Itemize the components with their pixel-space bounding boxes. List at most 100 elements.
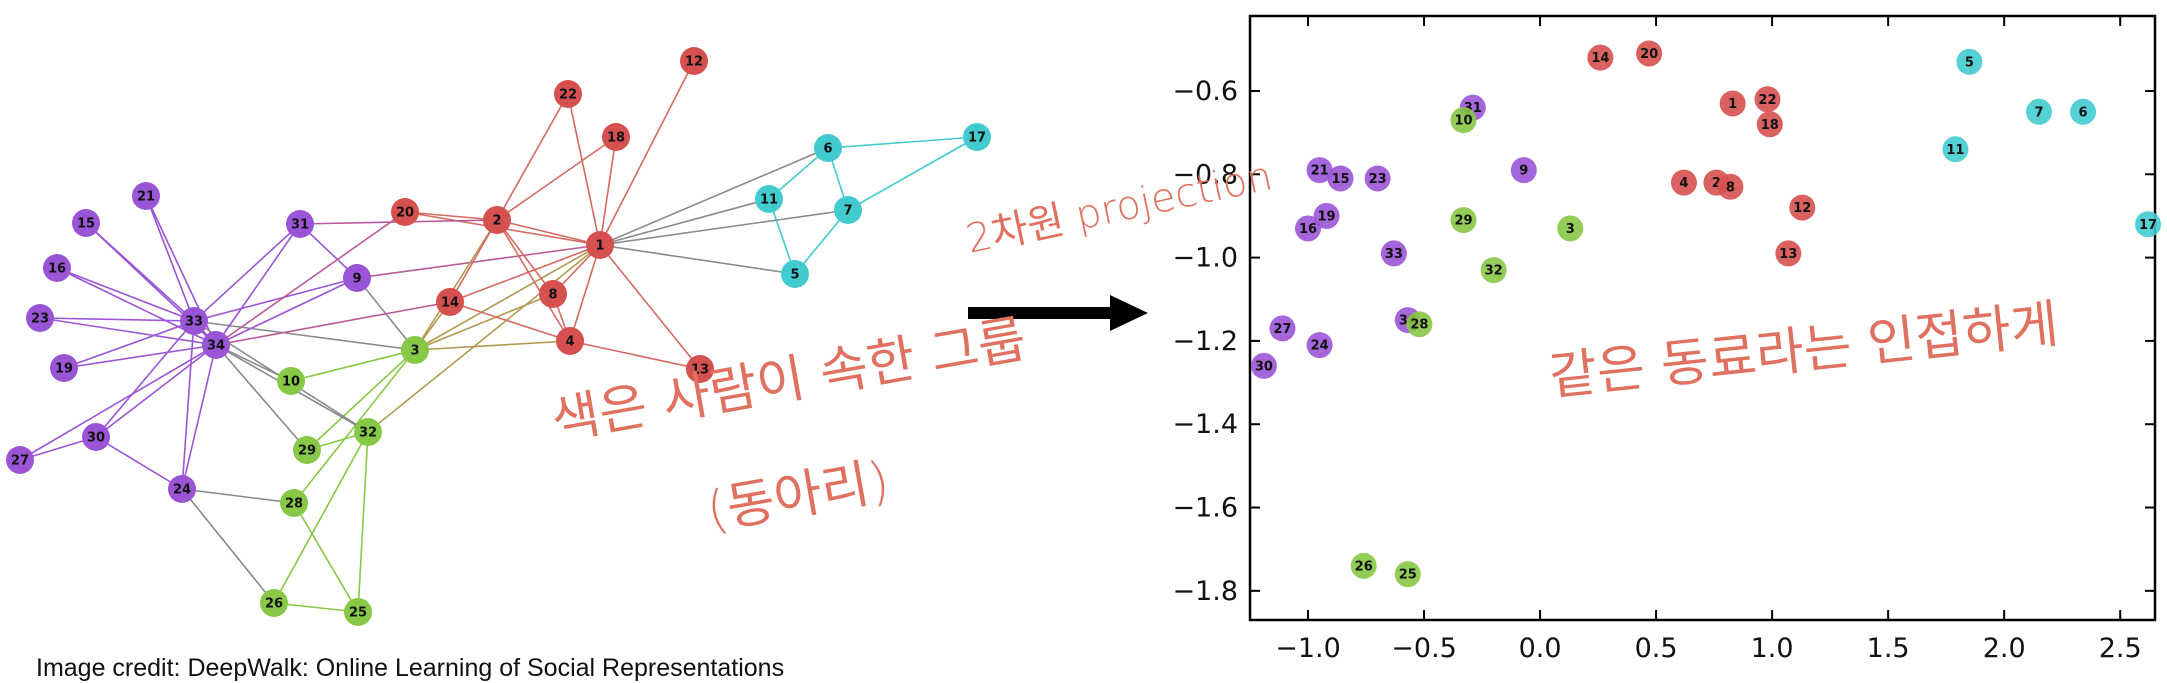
- scatter-point-label: 31: [1464, 101, 1482, 116]
- graph-node-circle: [26, 304, 54, 332]
- graph-edge: [367, 244, 601, 433]
- graph-node-label: 20: [396, 206, 414, 221]
- graph-node: 14: [436, 288, 464, 316]
- graph-node-label: 33: [185, 315, 203, 330]
- scatter-point: 4: [1670, 169, 1697, 196]
- graph-node: 8: [539, 280, 567, 308]
- graph-edge: [145, 195, 195, 322]
- graph-edge: [181, 320, 195, 490]
- graph-edge: [567, 93, 601, 246]
- scatter-point-label: 21: [1311, 164, 1329, 179]
- graph-node-label: 13: [691, 363, 709, 378]
- scatter-point-marker: [1394, 561, 1421, 588]
- graph-edge: [290, 349, 416, 382]
- graph-node-circle: [344, 598, 372, 626]
- scatter-point: 10: [1450, 107, 1477, 134]
- scatter-point-marker: [1394, 307, 1421, 334]
- graph-node-circle: [963, 123, 991, 151]
- graph-edge: [193, 223, 301, 322]
- graph-node-circle: [286, 210, 314, 238]
- graph-edge: [496, 136, 617, 221]
- graph-node: 10: [277, 367, 305, 395]
- graph-node: 19: [50, 354, 78, 382]
- graph-edge: [449, 244, 601, 303]
- scatter-point: 16: [1295, 215, 1322, 242]
- graph-node-circle: [755, 185, 783, 213]
- scatter-point: 28: [1406, 311, 1433, 338]
- graph-node: 16: [43, 254, 71, 282]
- graph-node-label: 1: [595, 239, 604, 254]
- graph-node-label: 23: [31, 312, 49, 327]
- scatter-point-label: 5: [1965, 55, 1974, 70]
- graph-edge: [569, 244, 601, 342]
- graph-node: 27: [6, 446, 34, 474]
- graph-node-label: 25: [349, 606, 367, 621]
- graph-node-circle: [6, 446, 34, 474]
- graph-node-label: 2: [492, 214, 501, 229]
- scatter-point-label: 16: [1299, 222, 1317, 237]
- scatter-point-marker: [1775, 240, 1802, 267]
- scatter-point-label: 34: [1399, 314, 1417, 329]
- scatter-point: 21: [1306, 157, 1333, 184]
- graph-node: 26: [260, 589, 288, 617]
- graph-node-label: 29: [298, 444, 316, 459]
- scatter-point-label: 33: [1385, 247, 1403, 262]
- scatter-point: 11: [1942, 136, 1969, 163]
- projection-arrow: [968, 295, 1148, 331]
- graph-edge: [181, 344, 217, 490]
- graph-node: 13: [686, 355, 714, 383]
- scatter-point-label: 25: [1399, 568, 1417, 583]
- scatter-point: 23: [1364, 165, 1391, 192]
- scatter-point: 18: [1756, 111, 1783, 138]
- y-tick-label: −1.4: [1172, 409, 1238, 440]
- graph-edge: [404, 211, 498, 221]
- scatter-point-label: 22: [1758, 93, 1776, 108]
- graph-node-circle: [354, 418, 382, 446]
- graph-node-label: 21: [137, 190, 155, 205]
- scatter-point: 8: [1717, 173, 1744, 200]
- graph-node-circle: [343, 264, 371, 292]
- scatter-point-marker: [2070, 98, 2097, 125]
- graph-node: 20: [391, 198, 419, 226]
- graph-edge: [599, 244, 796, 275]
- graph-edge: [569, 340, 701, 370]
- graph-node-label: 4: [565, 335, 574, 350]
- graph-node-circle: [50, 354, 78, 382]
- graph-edge: [39, 317, 195, 322]
- graph-edge: [414, 219, 498, 351]
- graph-node: 34: [202, 331, 230, 359]
- x-tick-label: 2.0: [1983, 633, 2026, 664]
- y-tick-label: −0.6: [1172, 76, 1238, 107]
- graph-edge: [599, 147, 829, 246]
- scatter-point: 2: [1703, 169, 1730, 196]
- y-tick-label: −1.8: [1172, 576, 1238, 607]
- scatter-point: 13: [1775, 240, 1802, 267]
- graph-node: 24: [168, 475, 196, 503]
- graph-node: 9: [343, 264, 371, 292]
- scatter-point-label: 32: [1485, 264, 1503, 279]
- graph-node: 6: [814, 134, 842, 162]
- scatter-point: 31: [1459, 94, 1486, 121]
- graph-edge: [273, 431, 369, 604]
- scatter-point: 33: [1380, 240, 1407, 267]
- graph-node-circle: [781, 260, 809, 288]
- scatter-point-label: 18: [1761, 118, 1779, 133]
- graph-node-label: 18: [607, 131, 625, 146]
- scatter-point: 12: [1789, 194, 1816, 221]
- graph-edge: [95, 344, 217, 438]
- scatter-point-marker: [1327, 165, 1354, 192]
- graph-node-label: 3: [410, 344, 419, 359]
- graph-edge: [39, 317, 217, 346]
- scatter-point: 29: [1450, 207, 1477, 234]
- graph-node-label: 27: [11, 454, 29, 469]
- graph-node-circle: [43, 254, 71, 282]
- graph-edge: [357, 431, 369, 613]
- graph-node-label: 28: [285, 497, 303, 512]
- graph-node-label: 32: [359, 426, 377, 441]
- scatter-point: 15: [1327, 165, 1354, 192]
- graph-edge: [306, 349, 416, 451]
- x-tick-label: 1.0: [1751, 633, 1794, 664]
- graph-node-circle: [132, 182, 160, 210]
- scatter-point-marker: [1587, 44, 1614, 71]
